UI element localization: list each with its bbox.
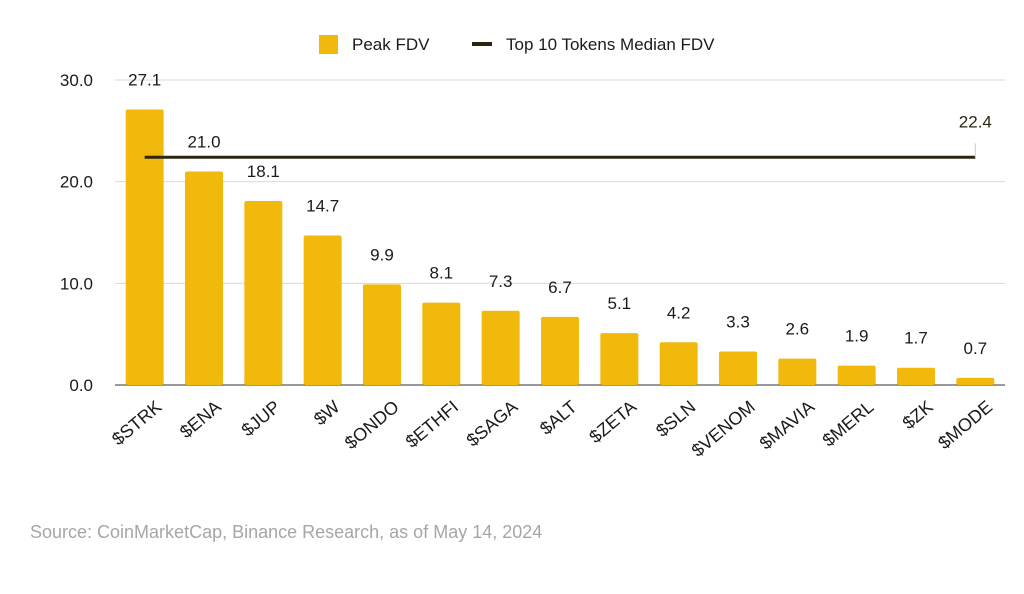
bar-value-label: 7.3 <box>489 272 513 291</box>
median-value-label: 22.4 <box>959 112 992 131</box>
median-reference: 22.4 <box>144 112 992 159</box>
bar-value-label: 2.6 <box>786 320 810 339</box>
legend-swatch-bar <box>319 35 338 54</box>
chart-legend: Peak FDV Top 10 Tokens Median FDV <box>319 35 715 54</box>
bar-value-label: 27.1 <box>128 70 161 89</box>
bar <box>659 342 698 385</box>
x-tick-label: $MAVIA <box>756 397 818 454</box>
bar <box>363 284 401 385</box>
legend-label: Peak FDV <box>352 35 430 54</box>
x-tick-label: $VENOM <box>688 397 759 461</box>
y-tick-label: 30.0 <box>60 71 93 90</box>
y-tick-label: 20.0 <box>60 173 93 192</box>
bar <box>778 358 817 385</box>
y-tick-label: 0.0 <box>69 376 93 395</box>
bar <box>422 302 461 385</box>
x-tick-label: $MERL <box>819 397 878 451</box>
bar-value-label: 6.7 <box>548 278 572 297</box>
x-tick-label: $ZK <box>899 397 937 434</box>
bar-value-label: 8.1 <box>430 264 454 283</box>
bar-value-label: 1.9 <box>845 327 869 346</box>
bar <box>956 377 995 385</box>
bar <box>303 235 342 385</box>
x-tick-label: $ETHFI <box>402 397 462 452</box>
x-tick-label: $ONDO <box>341 397 403 453</box>
x-tick-label: $ALT <box>536 397 581 439</box>
bar <box>244 200 283 385</box>
bar <box>837 365 876 385</box>
bar <box>719 351 757 385</box>
bar <box>185 171 223 385</box>
x-tick-label: $W <box>310 397 344 430</box>
bar-value-label: 1.7 <box>904 329 928 348</box>
bar-value-label: 4.2 <box>667 303 691 322</box>
bar-value-labels: 27.1 21.0 18.1 14.7 9.9 8.1 7.3 6.7 5.1 4.2 3.3 2.6… <box>128 70 987 357</box>
bar-value-label: 18.1 <box>247 162 280 181</box>
bar-value-label: 3.3 <box>726 312 750 331</box>
x-tick-label: $SAGA <box>463 397 522 451</box>
y-axis: 0.0 10.0 20.0 30.0 <box>60 71 93 395</box>
x-tick-label: $STRK <box>108 397 165 450</box>
bar-value-label: 21.0 <box>187 133 220 152</box>
x-tick-label: $MODE <box>934 397 996 453</box>
x-tick-label: $JUP <box>238 397 285 441</box>
bar-value-label: 9.9 <box>370 245 394 264</box>
bar <box>541 316 579 385</box>
bar <box>600 333 639 385</box>
x-tick-label: $SLN <box>652 397 699 441</box>
bar <box>481 310 520 385</box>
x-axis: $STRK $ENA $JUP $W$ONDO$ETHFI $SAGA $ALT $ZETA… <box>108 397 996 461</box>
bar-value-label: 0.7 <box>964 339 988 358</box>
x-tick-label: $ZETA <box>585 397 640 447</box>
bar <box>897 367 935 385</box>
bar-value-label: 5.1 <box>608 294 632 313</box>
bar-value-label: 14.7 <box>306 197 339 216</box>
bar <box>125 109 164 385</box>
source-note: Source: CoinMarketCap, Binance Research,… <box>30 522 543 542</box>
x-tick-label: $ENA <box>176 397 225 443</box>
legend-label: Top 10 Tokens Median FDV <box>506 35 715 54</box>
bars <box>125 109 995 385</box>
y-tick-label: 10.0 <box>60 274 93 293</box>
